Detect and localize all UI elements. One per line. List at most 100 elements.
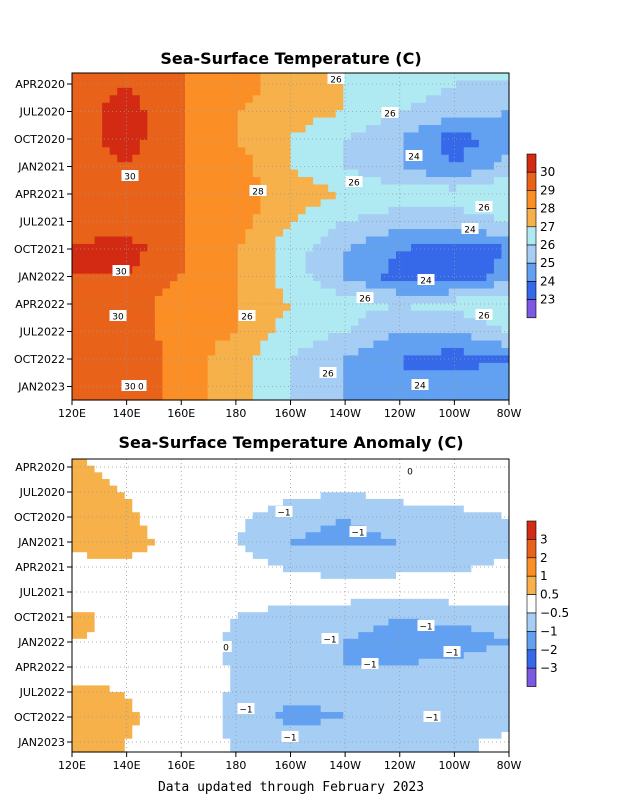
ssta-cell [418,545,427,553]
ssta-cell [463,518,472,527]
sst-cell [433,243,442,252]
ssta-cell [328,612,337,620]
ssta-cell [94,605,103,613]
sst-cell [79,110,88,119]
sst-cell [328,125,337,134]
sst-cell [411,95,420,104]
ssta-cell [305,705,314,713]
ssta-cell [380,585,390,593]
ssta-cell [222,612,231,620]
ssta-cell [298,638,307,647]
sst-cell [411,191,420,200]
ssta-cell [358,612,367,620]
sst-cell [313,206,322,215]
ssta-cell [267,512,277,520]
sst-cell [411,310,420,319]
ssta-cell [267,498,277,507]
sst-cell [486,340,495,349]
sst-cell [290,258,299,267]
sst-cell [298,117,307,126]
sst-cell [117,229,126,238]
ssta-cell [237,485,246,493]
ssta-cell [222,465,231,473]
ssta-cell [373,705,382,713]
ssta-cell [305,472,314,480]
ssta-cell [350,478,359,487]
ssta-cell [411,478,420,487]
sst-cell [395,318,405,327]
ssta-cell [192,492,201,500]
sst-cell [169,184,179,193]
sst-cell [290,310,299,319]
sst-cell [154,154,164,163]
sst-cell [305,206,314,215]
sst-y-tick-label: APR2020 [15,78,65,91]
sst-cell [305,125,314,134]
sst-cell [441,117,450,126]
sst-cell [230,392,239,401]
sst-cell [411,177,420,186]
ssta-cell [388,478,397,487]
sst-cell [486,385,495,394]
ssta-cell [147,705,156,713]
ssta-cell [94,718,103,726]
ssta-cell [230,718,239,726]
ssta-cell [124,698,133,706]
ssta-cell [343,485,352,493]
sst-cell [222,325,231,334]
sst-cell [94,340,103,349]
sst-cell [245,281,254,290]
sst-cell [411,295,420,304]
sst-x-tick-label: 180 [225,407,246,420]
ssta-cell [154,712,164,720]
sst-cell [486,169,495,178]
ssta-cell [328,465,337,473]
ssta-cell [373,578,382,587]
ssta-cell [87,645,96,653]
sst-cell [79,132,88,141]
sst-cell [373,243,382,252]
sst-cell [154,191,164,200]
sst-cell [358,325,367,334]
ssta-cell [320,532,329,540]
sst-cell [192,251,201,260]
sst-cell [162,125,171,134]
ssta-cell [252,478,261,487]
ssta-cell [493,625,503,633]
ssta-cell [147,498,156,507]
sst-cell [305,370,314,379]
ssta-cell [154,705,164,713]
ssta-cell [245,552,254,560]
ssta-cell [320,472,329,480]
ssta-cell [418,558,427,567]
ssta-cell [102,585,111,593]
sst-cell [298,184,307,193]
sst-cell [185,169,194,178]
ssta-cell [139,465,148,473]
sst-cell [486,221,495,230]
sst-x-tick-label: 120E [58,407,86,420]
ssta-cell [169,459,179,467]
ssta-cell [456,678,465,687]
ssta-cell [350,712,359,720]
sst-cell [320,347,329,357]
sst-cell [456,214,465,223]
sst-cell [117,370,126,379]
ssta-cell [358,538,367,547]
ssta-cell [102,538,111,547]
ssta-cell [147,578,156,587]
sst-cell [139,102,148,111]
ssta-cell [94,665,103,673]
ssta-cell [72,465,81,473]
sst-cell [102,362,111,371]
sst-cell [162,102,171,111]
sst-cell [215,377,224,386]
sst-cell [350,258,359,267]
ssta-cell [147,492,156,500]
ssta-cell [305,518,314,527]
sst-cell [252,281,261,290]
sst-cell [358,258,367,267]
sst-cell [305,251,314,260]
sst-cell [132,318,141,327]
ssta-cell [282,678,292,687]
